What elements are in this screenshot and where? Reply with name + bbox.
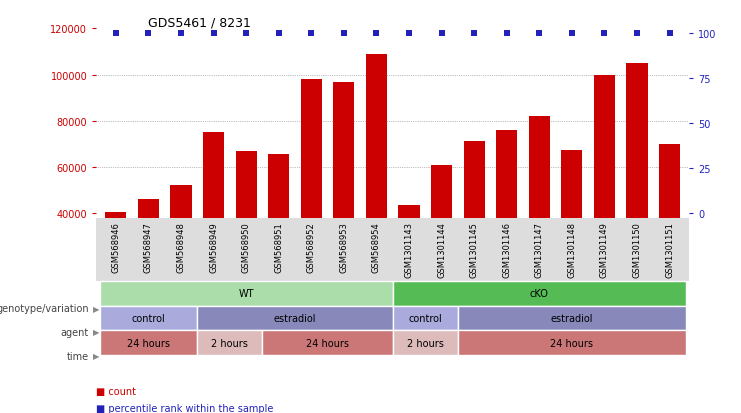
Point xyxy=(240,31,252,37)
Text: GSM1301144: GSM1301144 xyxy=(437,221,446,277)
Text: time: time xyxy=(67,351,89,361)
Text: GSM568952: GSM568952 xyxy=(307,221,316,272)
Bar xyxy=(529,117,550,306)
Text: GSM1301149: GSM1301149 xyxy=(600,221,609,277)
Bar xyxy=(366,55,387,306)
Bar xyxy=(99,306,197,330)
Bar xyxy=(594,76,615,306)
Point xyxy=(436,31,448,37)
Text: GDS5461 / 8231: GDS5461 / 8231 xyxy=(148,17,251,29)
Bar xyxy=(268,155,289,306)
Bar xyxy=(99,281,393,306)
Bar xyxy=(458,330,686,355)
Text: GSM568948: GSM568948 xyxy=(176,221,185,272)
Point xyxy=(534,31,545,37)
Point xyxy=(468,31,480,37)
Text: GSM1301150: GSM1301150 xyxy=(633,221,642,277)
Point xyxy=(305,31,317,37)
Text: estradiol: estradiol xyxy=(273,313,316,323)
Text: GSM568951: GSM568951 xyxy=(274,221,283,272)
Bar xyxy=(399,205,419,306)
Text: GSM568949: GSM568949 xyxy=(209,221,218,272)
Point xyxy=(501,31,513,37)
Point xyxy=(566,31,578,37)
Bar xyxy=(236,151,256,306)
Point xyxy=(664,31,676,37)
Point xyxy=(599,31,611,37)
Bar xyxy=(301,80,322,306)
Text: GSM1301143: GSM1301143 xyxy=(405,221,413,277)
Text: GSM568950: GSM568950 xyxy=(242,221,250,272)
Point xyxy=(110,31,122,37)
Text: GSM1301148: GSM1301148 xyxy=(568,221,576,277)
Text: WT: WT xyxy=(239,289,254,299)
Bar xyxy=(203,133,225,306)
Point xyxy=(175,31,187,37)
Text: ■ count: ■ count xyxy=(96,386,136,396)
Text: 24 hours: 24 hours xyxy=(551,338,594,348)
Bar xyxy=(99,330,197,355)
Text: GSM568954: GSM568954 xyxy=(372,221,381,272)
Bar xyxy=(431,165,452,306)
Text: cKO: cKO xyxy=(530,289,549,299)
Text: GSM1301146: GSM1301146 xyxy=(502,221,511,277)
Text: agent: agent xyxy=(61,327,89,337)
Bar xyxy=(170,186,192,306)
Bar xyxy=(393,330,458,355)
Point xyxy=(338,31,350,37)
Bar xyxy=(464,142,485,306)
Bar xyxy=(393,306,458,330)
Point xyxy=(273,31,285,37)
Text: control: control xyxy=(132,313,165,323)
Text: GSM568947: GSM568947 xyxy=(144,221,153,272)
Text: 2 hours: 2 hours xyxy=(211,338,248,348)
Bar xyxy=(496,131,517,306)
Point xyxy=(207,31,219,37)
Text: ▶: ▶ xyxy=(93,351,99,360)
Bar xyxy=(626,64,648,306)
Text: ▶: ▶ xyxy=(93,304,99,313)
Bar xyxy=(262,330,393,355)
Bar xyxy=(197,330,262,355)
Text: 24 hours: 24 hours xyxy=(306,338,349,348)
Bar xyxy=(105,212,127,306)
Text: GSM1301147: GSM1301147 xyxy=(535,221,544,277)
Text: GSM1301151: GSM1301151 xyxy=(665,221,674,277)
Bar xyxy=(138,200,159,306)
Bar xyxy=(659,145,680,306)
Text: estradiol: estradiol xyxy=(551,313,593,323)
Text: ■ percentile rank within the sample: ■ percentile rank within the sample xyxy=(96,403,273,413)
Text: 24 hours: 24 hours xyxy=(127,338,170,348)
Text: genotype/variation: genotype/variation xyxy=(0,304,89,313)
Bar xyxy=(393,281,686,306)
Bar xyxy=(458,306,686,330)
Text: GSM568953: GSM568953 xyxy=(339,221,348,272)
Bar xyxy=(197,306,393,330)
Bar xyxy=(561,150,582,306)
Point xyxy=(631,31,643,37)
Text: 2 hours: 2 hours xyxy=(407,338,444,348)
Text: control: control xyxy=(408,313,442,323)
Bar xyxy=(333,82,354,306)
Text: GSM1301145: GSM1301145 xyxy=(470,221,479,277)
Text: ▶: ▶ xyxy=(93,328,99,337)
Text: GSM568946: GSM568946 xyxy=(111,221,120,272)
Point xyxy=(370,31,382,37)
Point xyxy=(403,31,415,37)
Point xyxy=(142,31,154,37)
